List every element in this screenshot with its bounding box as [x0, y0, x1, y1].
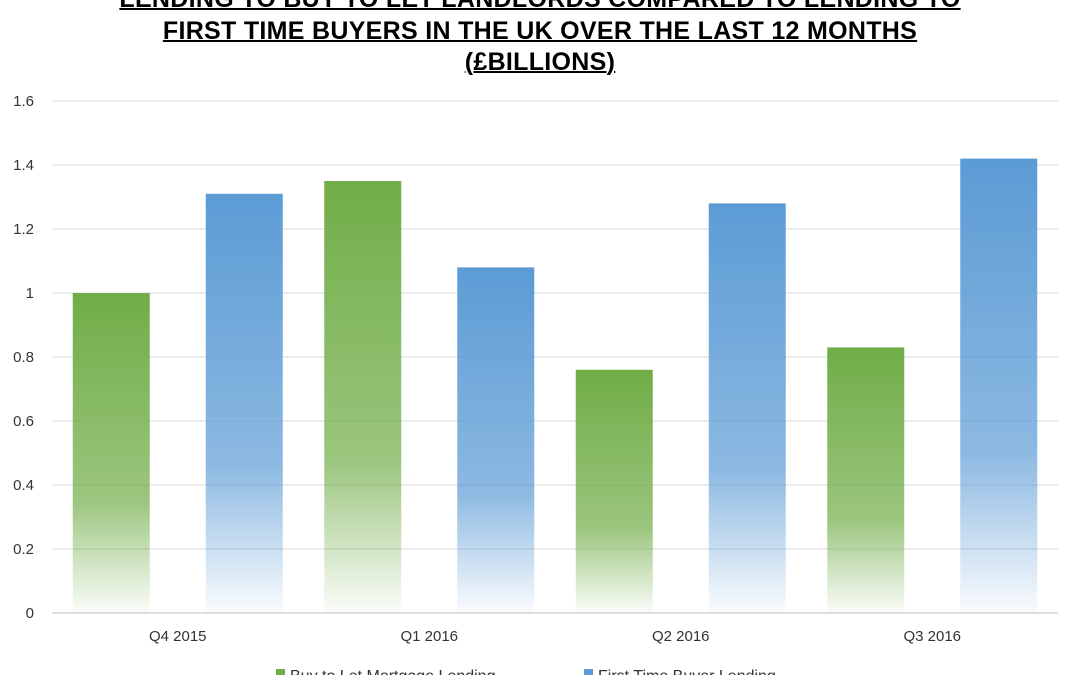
y-axis-ticks: 0 0.2 0.4 0.6 0.8 1 1.2 1.4 1.6 — [13, 93, 34, 622]
y-tick-label: 1.4 — [13, 157, 34, 174]
bars — [72, 158, 1038, 614]
bar-buy-to-let — [575, 369, 653, 613]
bar-buy-to-let — [324, 181, 402, 613]
y-tick-label: 0.8 — [13, 349, 34, 366]
y-tick-label: 0.2 — [13, 541, 34, 558]
bar-first-time-buyer — [457, 267, 535, 613]
x-axis-labels: Q4 2015 Q1 2016 Q2 2016 Q3 2016 — [149, 628, 961, 645]
x-tick-label: Q1 2016 — [400, 628, 458, 645]
chart-title-line-3: (£BILLIONS) — [464, 48, 616, 76]
x-tick-label: Q4 2015 — [149, 628, 207, 645]
y-tick-label: 0.4 — [13, 477, 34, 494]
bar-first-time-buyer — [205, 193, 283, 614]
chart-title-line-2: FIRST TIME BUYERS IN THE UK OVER THE LAS… — [162, 17, 918, 45]
y-tick-label: 0.6 — [13, 413, 34, 430]
legend-swatch — [584, 669, 593, 675]
x-tick-label: Q3 2016 — [903, 628, 961, 645]
legend-swatch — [276, 669, 285, 675]
y-tick-label: 1.2 — [13, 221, 34, 238]
x-tick-label: Q2 2016 — [652, 628, 710, 645]
y-tick-label: 1 — [26, 285, 34, 302]
bar-buy-to-let — [72, 293, 150, 613]
bar-first-time-buyer — [960, 158, 1038, 613]
y-tick-label: 0 — [26, 605, 34, 622]
bar-buy-to-let — [827, 347, 905, 613]
legend: Buy to Let Mortgage Lending First Time Bu… — [276, 668, 776, 675]
legend-label: Buy to Let Mortgage Lending — [290, 668, 495, 675]
legend-label: First Time Buyer Lending — [598, 668, 776, 675]
y-tick-label: 1.6 — [13, 93, 34, 110]
chart-title-line-1: LENDING TO BUY TO LET LANDLORDS COMPARED… — [0, 0, 1080, 14]
bar-first-time-buyer — [708, 203, 786, 613]
gridlines — [52, 100, 1058, 614]
